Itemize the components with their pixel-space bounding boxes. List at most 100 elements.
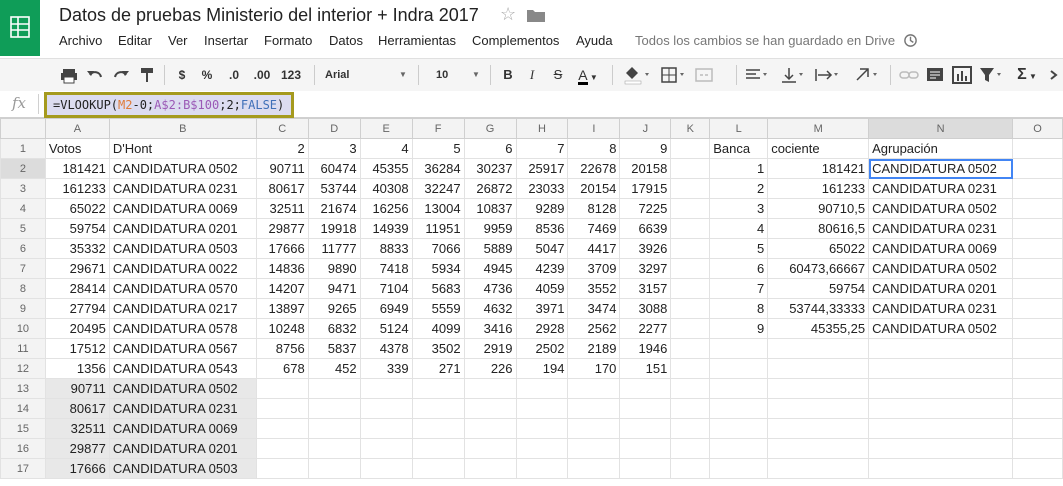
cell-g7[interactable]: 4945 — [463, 258, 517, 279]
cell-c6[interactable]: 17666 — [255, 238, 309, 259]
cell-m15[interactable] — [767, 418, 870, 439]
cell-d7[interactable]: 9890 — [307, 258, 361, 279]
cell-a6[interactable]: 35332 — [44, 238, 110, 259]
cell-b11[interactable]: CANDIDATURA 0567 — [108, 338, 257, 359]
row-header[interactable]: 10 — [0, 318, 46, 339]
cell-f1[interactable]: 5 — [411, 138, 465, 159]
column-header-g[interactable]: G — [463, 118, 517, 139]
cell-i16[interactable] — [567, 438, 621, 459]
cell-g8[interactable]: 4736 — [463, 278, 517, 299]
column-header-j[interactable]: J — [619, 118, 672, 139]
cell-f11[interactable]: 3502 — [411, 338, 465, 359]
cell-e9[interactable]: 6949 — [359, 298, 413, 319]
cell-j11[interactable]: 1946 — [619, 338, 672, 359]
cell-j12[interactable]: 151 — [619, 358, 672, 379]
cell-m11[interactable] — [767, 338, 870, 359]
cell-o12[interactable] — [1012, 358, 1063, 379]
cell-d16[interactable] — [307, 438, 361, 459]
cell-j13[interactable] — [619, 378, 672, 399]
cell-m2[interactable]: 181421 — [767, 158, 870, 179]
cell-c12[interactable]: 678 — [255, 358, 309, 379]
cell-j9[interactable]: 3088 — [619, 298, 672, 319]
cell-l5[interactable]: 4 — [709, 218, 769, 239]
cell-l1[interactable]: Banca — [709, 138, 769, 159]
cell-d8[interactable]: 9471 — [307, 278, 361, 299]
cell-h9[interactable]: 3971 — [515, 298, 569, 319]
cell-j3[interactable]: 17915 — [619, 178, 672, 199]
cell-d3[interactable]: 53744 — [307, 178, 361, 199]
cell-c16[interactable] — [255, 438, 309, 459]
cell-e11[interactable]: 4378 — [359, 338, 413, 359]
cell-n17[interactable] — [868, 458, 1014, 479]
cell-a5[interactable]: 59754 — [44, 218, 110, 239]
cell-g10[interactable]: 3416 — [463, 318, 517, 339]
cell-b10[interactable]: CANDIDATURA 0578 — [108, 318, 257, 339]
cell-i14[interactable] — [567, 398, 621, 419]
column-header-f[interactable]: F — [411, 118, 465, 139]
cell-k8[interactable] — [670, 278, 711, 299]
cell-d17[interactable] — [307, 458, 361, 479]
cell-j17[interactable] — [619, 458, 672, 479]
column-header-c[interactable]: C — [255, 118, 309, 139]
cell-f16[interactable] — [411, 438, 465, 459]
cell-g3[interactable]: 26872 — [463, 178, 517, 199]
cell-a15[interactable]: 32511 — [44, 418, 110, 439]
redo-icon[interactable] — [112, 65, 130, 85]
cell-g13[interactable] — [463, 378, 517, 399]
cell-d11[interactable]: 5837 — [307, 338, 361, 359]
cell-g1[interactable]: 6 — [463, 138, 517, 159]
filter-icon[interactable] — [978, 65, 1004, 85]
cell-l2[interactable]: 1 — [709, 158, 769, 179]
cell-h14[interactable] — [515, 398, 569, 419]
document-title[interactable]: Datos de pruebas Ministerio del interior… — [59, 5, 479, 25]
cell-j1[interactable]: 9 — [619, 138, 672, 159]
cell-l3[interactable]: 2 — [709, 178, 769, 199]
cell-j15[interactable] — [619, 418, 672, 439]
cell-c1[interactable]: 2 — [255, 138, 309, 159]
cell-f4[interactable]: 13004 — [411, 198, 465, 219]
cell-n15[interactable] — [868, 418, 1014, 439]
cell-a8[interactable]: 28414 — [44, 278, 110, 299]
print-icon[interactable] — [60, 65, 78, 85]
functions-icon[interactable]: Σ ▼ — [1017, 66, 1037, 83]
cell-a2[interactable]: 181421 — [44, 158, 110, 179]
cell-i8[interactable]: 3552 — [567, 278, 621, 299]
bold-button[interactable]: B — [503, 67, 513, 82]
cell-a3[interactable]: 161233 — [44, 178, 110, 199]
cell-n16[interactable] — [868, 438, 1014, 459]
cell-h12[interactable]: 194 — [515, 358, 569, 379]
cell-f2[interactable]: 36284 — [411, 158, 465, 179]
cell-f6[interactable]: 7066 — [411, 238, 465, 259]
cell-l8[interactable]: 7 — [709, 278, 769, 299]
cell-i11[interactable]: 2189 — [567, 338, 621, 359]
cell-h2[interactable]: 25917 — [515, 158, 569, 179]
cell-n3[interactable]: CANDIDATURA 0231 — [868, 178, 1014, 199]
cell-j14[interactable] — [619, 398, 672, 419]
cell-d14[interactable] — [307, 398, 361, 419]
row-header[interactable]: 12 — [0, 358, 46, 379]
cell-g16[interactable] — [463, 438, 517, 459]
row-header[interactable]: 14 — [0, 398, 46, 419]
menu-editar[interactable]: Editar — [118, 33, 152, 48]
cell-f13[interactable] — [411, 378, 465, 399]
cell-o16[interactable] — [1012, 438, 1063, 459]
column-header-b[interactable]: B — [108, 118, 257, 139]
cell-k2[interactable] — [670, 158, 711, 179]
row-header[interactable]: 5 — [0, 218, 46, 239]
more-toolbar-icon[interactable] — [1048, 65, 1060, 85]
cell-o15[interactable] — [1012, 418, 1063, 439]
cell-d9[interactable]: 9265 — [307, 298, 361, 319]
cell-a10[interactable]: 20495 — [44, 318, 110, 339]
cell-o10[interactable] — [1012, 318, 1063, 339]
row-header[interactable]: 13 — [0, 378, 46, 399]
cell-k13[interactable] — [670, 378, 711, 399]
menu-complementos[interactable]: Complementos — [472, 33, 560, 48]
cell-i13[interactable] — [567, 378, 621, 399]
column-header-d[interactable]: D — [307, 118, 361, 139]
cell-h7[interactable]: 4239 — [515, 258, 569, 279]
cell-e4[interactable]: 16256 — [359, 198, 413, 219]
cell-a13[interactable]: 90711 — [44, 378, 110, 399]
cell-j10[interactable]: 2277 — [619, 318, 672, 339]
cell-l14[interactable] — [709, 398, 769, 419]
cell-c15[interactable] — [255, 418, 309, 439]
